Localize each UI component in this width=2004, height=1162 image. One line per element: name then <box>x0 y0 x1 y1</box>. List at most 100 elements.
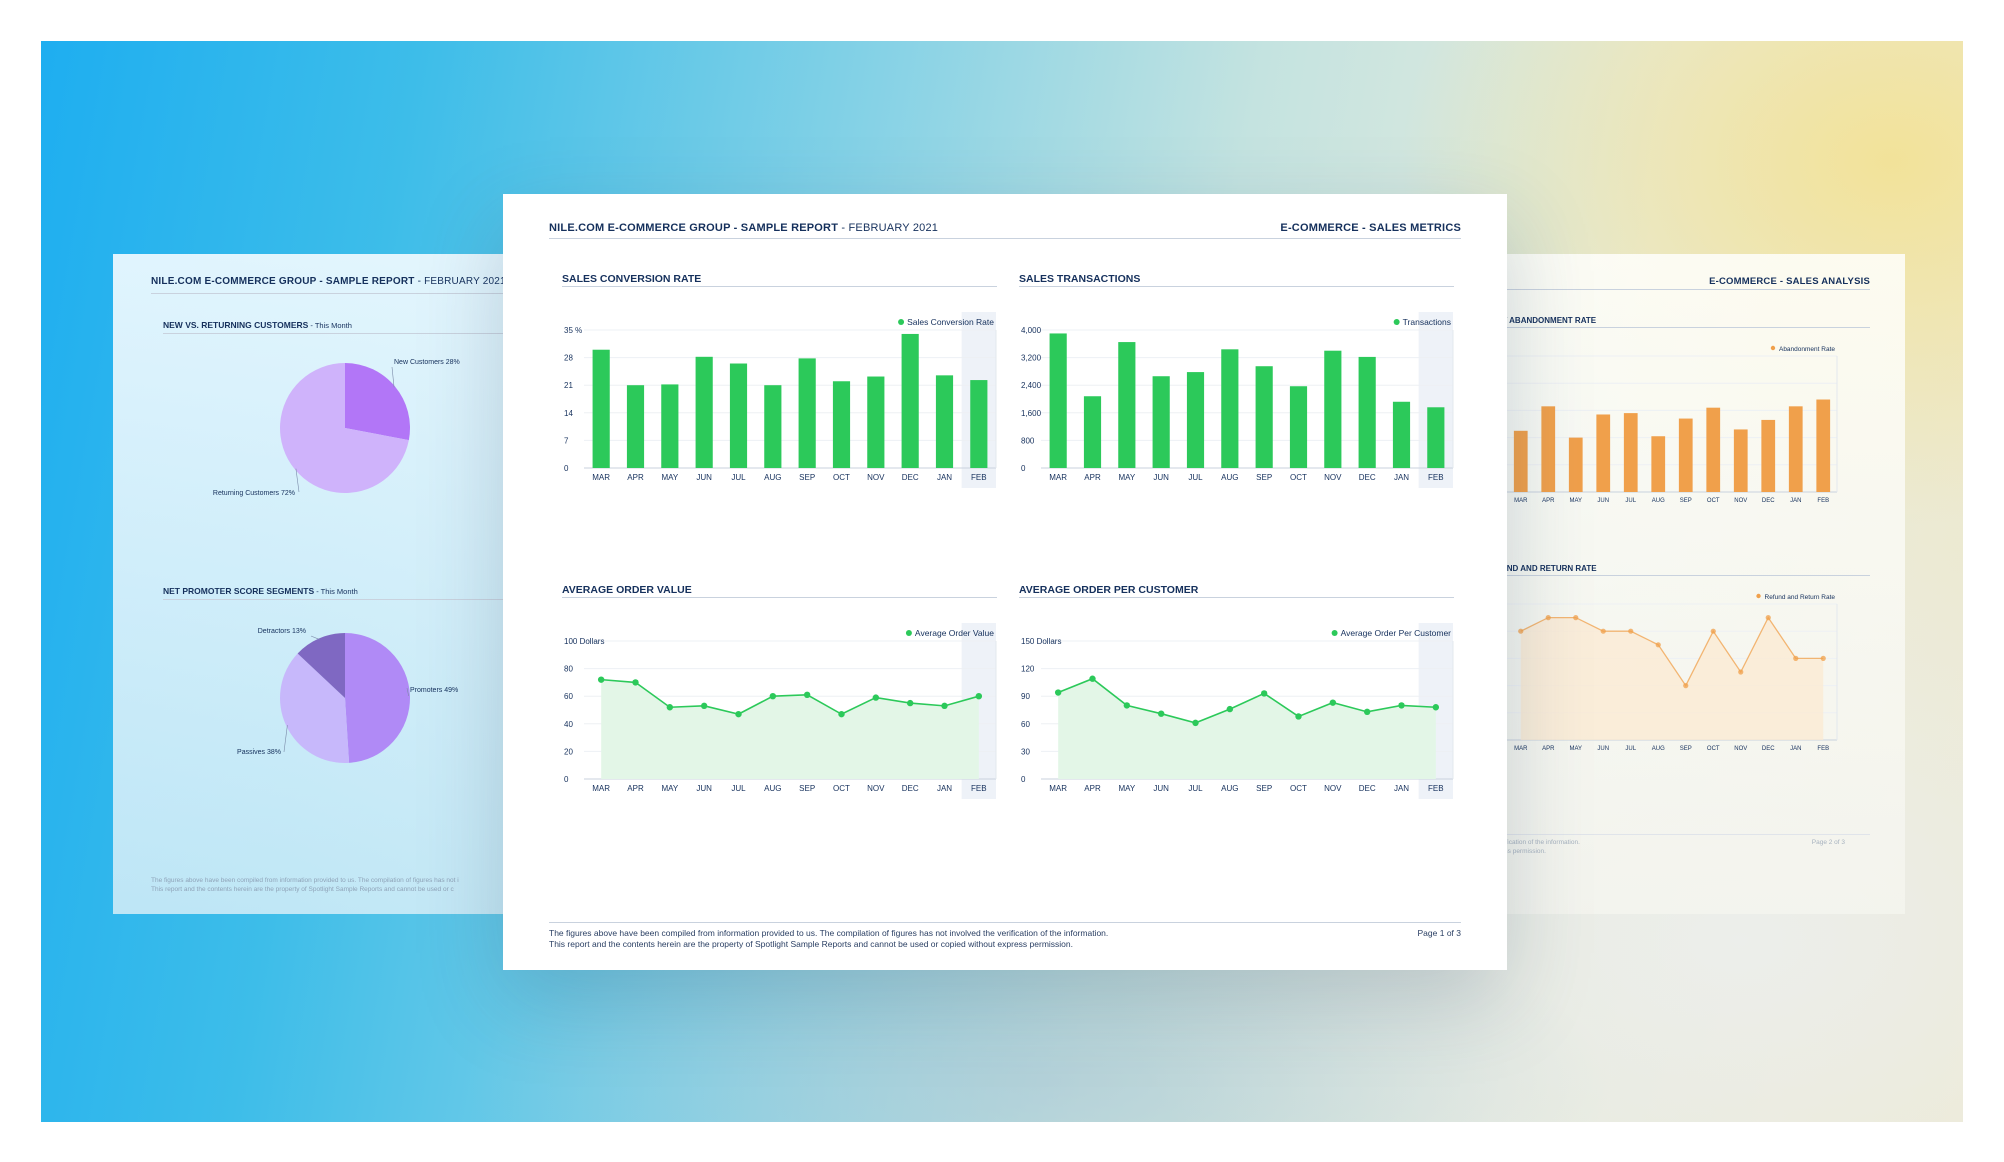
x-tick-label: OCT <box>1707 746 1720 752</box>
x-tick-label: FEB <box>1817 746 1829 752</box>
right-footer: verification of the information. press pe… <box>1495 838 1580 856</box>
conversion-title: SALES CONVERSION RATE <box>562 273 702 285</box>
x-tick-label: MAY <box>1118 473 1135 482</box>
legend-swatch <box>905 630 912 636</box>
bar <box>798 358 816 468</box>
bar <box>1255 366 1273 468</box>
y-tick-label: 60 <box>1021 720 1030 729</box>
legend-swatch <box>1331 630 1338 636</box>
pie-label: Returning Customers 72% <box>213 490 295 497</box>
x-tick-label: DEC <box>1762 746 1775 752</box>
aopc-rule <box>1019 597 1454 598</box>
y-tick-label: 100 Dollars <box>564 637 604 646</box>
pie2-title: NET PROMOTER SCORE SEGMENTS - This Month <box>163 586 358 596</box>
pie1-title-text: NEW VS. RETURNING CUSTOMERS <box>163 320 309 330</box>
series-line <box>1057 677 1436 724</box>
leader-line <box>310 635 320 640</box>
x-tick-label: APR <box>627 784 644 793</box>
x-tick-label: MAY <box>661 784 678 793</box>
data-point <box>1432 704 1440 711</box>
y-tick-label: 4,000 <box>1021 326 1042 335</box>
series-line <box>1520 616 1824 687</box>
nps-pie-chart: Promoters 49% Passives 38% Detractors 13% <box>237 628 458 763</box>
legend-swatch <box>898 319 905 325</box>
bar <box>1541 406 1556 492</box>
x-tick-label: OCT <box>833 473 850 482</box>
y-tick-label: 0 <box>1021 775 1026 784</box>
y-tick-label: 7 <box>564 436 569 445</box>
x-tick-label: JUL <box>1625 746 1636 752</box>
left-footer: The figures above have been compiled fro… <box>151 876 459 894</box>
left-header-date: - FEBRUARY 2021 <box>414 276 506 287</box>
bar <box>832 381 851 468</box>
data-point <box>1329 699 1337 706</box>
data-point <box>1820 655 1826 661</box>
y-tick-label: 0 <box>564 464 569 473</box>
x-tick-label: DEC <box>902 473 919 482</box>
x-tick-label: MAY <box>1569 746 1582 752</box>
data-point <box>803 691 811 699</box>
pie1-title: NEW VS. RETURNING CUSTOMERS - This Month <box>163 320 352 330</box>
data-point <box>906 699 914 707</box>
x-tick-label: AUG <box>1221 473 1238 482</box>
bar <box>1392 401 1411 468</box>
right-footer-line-2: press permission. <box>1495 848 1546 855</box>
x-tick-label: JUL <box>731 473 746 482</box>
bar <box>729 363 748 468</box>
pie-slice <box>345 363 410 441</box>
bar <box>1596 414 1611 492</box>
average-order-per-customer-chart: 0 30 60 90 120 150 Dollars MAR APR MAY JUN JUL AUG S… <box>1021 623 1454 799</box>
data-point <box>1710 628 1716 634</box>
data-point <box>1363 708 1371 716</box>
pie1-subtitle: - This Month <box>308 321 352 330</box>
x-tick-label: NOV <box>867 473 885 482</box>
aov-rule <box>562 597 997 598</box>
y-tick-label: 800 <box>1021 436 1035 445</box>
area-fill <box>1520 617 1824 740</box>
report-page-main: NILE.COM E-COMMERCE GROUP - SAMPLE REPOR… <box>503 194 1507 970</box>
x-tick-label: MAR <box>1049 784 1067 793</box>
right-footer-line-1: verification of the information. <box>1495 839 1580 846</box>
report-page-right: E-COMMERCE - SALES ANALYSIS CART ABANDON… <box>1485 254 1905 914</box>
report-page-left: NILE.COM E-COMMERCE GROUP - SAMPLE REPOR… <box>113 254 506 914</box>
bar <box>1788 406 1803 492</box>
y-tick-label: 0 <box>1021 464 1026 473</box>
x-tick-label: JAN <box>937 784 952 793</box>
x-tick-label: SEP <box>1256 784 1272 793</box>
bar <box>1358 356 1376 468</box>
series-line <box>601 678 980 716</box>
main-header-date: - FEBRUARY 2021 <box>838 222 939 234</box>
main-report-header: NILE.COM E-COMMERCE GROUP - SAMPLE REPOR… <box>549 222 938 234</box>
legend-label: Average Order Per Customer <box>1341 628 1452 638</box>
x-tick-label: SEP <box>1680 746 1692 752</box>
pie1-rule <box>163 333 505 334</box>
refund-title: REFUND AND RETURN RATE <box>1485 564 1597 573</box>
x-tick-label: NOV <box>1734 498 1747 504</box>
data-point <box>1683 683 1689 689</box>
x-tick-label: JUL <box>1188 473 1203 482</box>
x-tick-label: MAR <box>1514 498 1528 504</box>
bar <box>1324 350 1342 468</box>
x-tick-label: FEB <box>1428 473 1444 482</box>
cart-rule <box>1485 327 1870 328</box>
y-tick-label: 3,200 <box>1021 354 1042 363</box>
pie-label: Detractors 13% <box>258 628 306 635</box>
leader-line <box>283 725 288 753</box>
x-tick-label: AUG <box>1221 784 1238 793</box>
pie-label: New Customers 28% <box>394 359 460 366</box>
x-tick-label: JAN <box>937 473 952 482</box>
y-tick-label: 80 <box>564 665 573 674</box>
bar <box>935 375 954 468</box>
bar <box>1221 349 1239 468</box>
x-tick-label: APR <box>1084 784 1101 793</box>
data-point <box>872 694 880 701</box>
x-tick-label: NOV <box>1324 473 1342 482</box>
x-tick-label: DEC <box>902 784 919 793</box>
conversion-rate-chart: 0 7 14 21 28 35 % MAR APR MAY JUN JUL AUG SEP OCT NOV D… <box>564 312 997 488</box>
data-point <box>1089 675 1096 682</box>
right-page-number: Page 2 of 3 <box>1811 839 1845 846</box>
left-footer-line-2: This report and the contents herein are … <box>151 886 454 893</box>
data-point <box>1260 690 1268 697</box>
customers-pie-chart: New Customers 28% Returning Customers 72% <box>213 359 460 497</box>
pie-label: Promoters 49% <box>410 687 458 694</box>
